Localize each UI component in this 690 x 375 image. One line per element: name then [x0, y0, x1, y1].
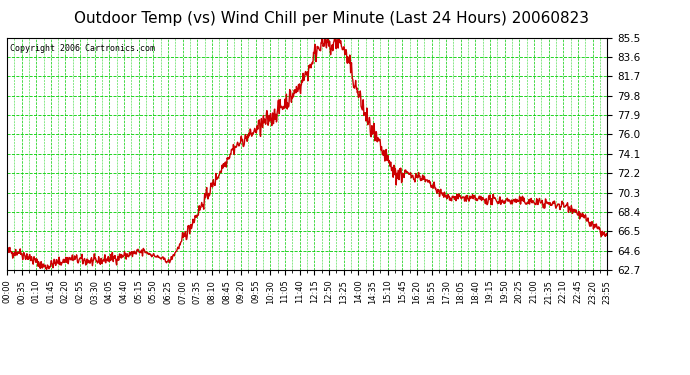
Text: Copyright 2006 Cartronics.com: Copyright 2006 Cartronics.com — [10, 45, 155, 54]
Text: Outdoor Temp (vs) Wind Chill per Minute (Last 24 Hours) 20060823: Outdoor Temp (vs) Wind Chill per Minute … — [74, 11, 589, 26]
